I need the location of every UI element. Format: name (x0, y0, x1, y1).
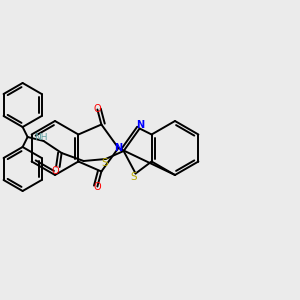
Text: N: N (114, 143, 122, 153)
Text: O: O (94, 104, 101, 115)
Text: N: N (136, 121, 145, 130)
Text: S: S (130, 172, 137, 182)
Text: O: O (52, 166, 59, 176)
Text: O: O (94, 182, 101, 191)
Text: NH: NH (34, 134, 47, 142)
Text: S: S (101, 158, 108, 168)
